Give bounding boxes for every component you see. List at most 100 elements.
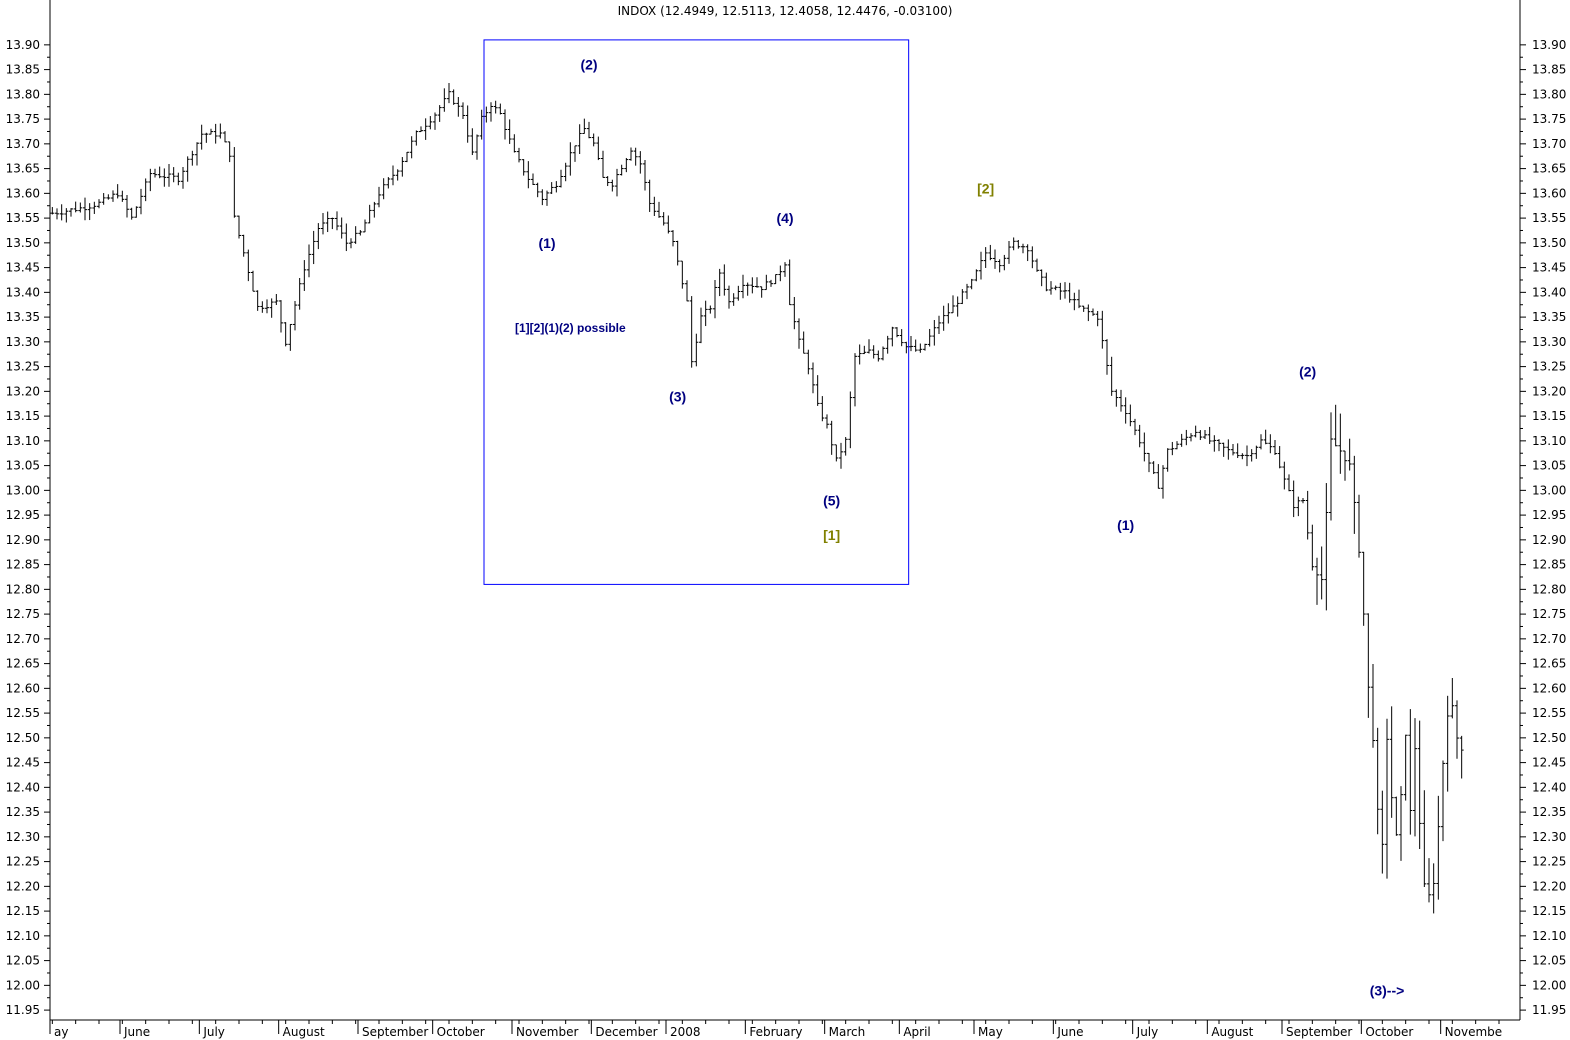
y-tick-label-left: 13.85 <box>6 63 40 77</box>
y-tick-label-right: 12.25 <box>1532 855 1566 869</box>
y-tick-label-right: 13.15 <box>1532 409 1566 423</box>
y-tick-label-left: 12.05 <box>6 954 40 968</box>
y-tick-label-left: 13.35 <box>6 310 40 324</box>
y-tick-label-left: 12.85 <box>6 558 40 572</box>
y-tick-label-left: 13.75 <box>6 112 40 126</box>
y-tick-label-left: 12.65 <box>6 657 40 671</box>
y-tick-label-right: 12.40 <box>1532 780 1566 794</box>
x-month-label: June <box>1056 1025 1083 1039</box>
y-tick-label-right: 12.30 <box>1532 830 1566 844</box>
y-tick-label-right: 13.10 <box>1532 434 1566 448</box>
y-tick-label-left: 12.50 <box>6 731 40 745</box>
y-tick-label-right: 12.00 <box>1532 978 1566 992</box>
y-tick-label-left: 13.45 <box>6 261 40 275</box>
wave-label: (5) <box>823 492 840 508</box>
y-tick-label-right: 12.10 <box>1532 929 1566 943</box>
y-tick-label-right: 12.05 <box>1532 954 1566 968</box>
y-tick-label-left: 13.20 <box>6 384 40 398</box>
y-tick-label-left: 12.60 <box>6 681 40 695</box>
y-tick-label-right: 12.95 <box>1532 508 1566 522</box>
y-tick-label-right: 12.15 <box>1532 904 1566 918</box>
x-month-label: 2008 <box>670 1025 701 1039</box>
y-tick-label-right: 13.80 <box>1532 87 1566 101</box>
y-tick-label-right: 12.35 <box>1532 805 1566 819</box>
x-month-label: September <box>362 1025 428 1039</box>
y-tick-label-right: 12.75 <box>1532 607 1566 621</box>
x-month-label: July <box>1136 1025 1159 1039</box>
y-tick-label-left: 13.80 <box>6 87 40 101</box>
wave-label: (1) <box>1117 517 1134 533</box>
y-tick-label-right: 12.70 <box>1532 632 1566 646</box>
x-month-label: August <box>1211 1025 1253 1039</box>
y-tick-label-right: 13.55 <box>1532 211 1566 225</box>
wave-label: (2) <box>1299 364 1316 380</box>
chart-title: INDOX (12.4949, 12.5113, 12.4058, 12.447… <box>618 4 953 18</box>
y-tick-label-left: 12.00 <box>6 978 40 992</box>
y-tick-labels-left: 13.90 13.85 13.80 13.75 13.70 13.65 13.60 13.55… <box>6 38 40 1017</box>
y-tick-label-right: 12.60 <box>1532 681 1566 695</box>
y-tick-label-left: 13.50 <box>6 236 40 250</box>
y-tick-label-right: 13.35 <box>1532 310 1566 324</box>
y-tick-label-right: 13.65 <box>1532 162 1566 176</box>
x-month-label: July <box>202 1025 225 1039</box>
wave-label: (3) <box>669 388 686 404</box>
x-month-label: October <box>437 1025 485 1039</box>
wave-label: (2) <box>580 57 597 73</box>
y-tick-label-right: 13.00 <box>1532 483 1566 497</box>
y-tick-label-right: 13.75 <box>1532 112 1566 126</box>
wave-label: [2] <box>977 180 994 196</box>
y-tick-label-left: 13.15 <box>6 409 40 423</box>
y-tick-label-right: 12.55 <box>1532 706 1566 720</box>
y-tick-label-right: 13.25 <box>1532 360 1566 374</box>
x-month-label: June <box>123 1025 150 1039</box>
y-tick-label-right: 13.50 <box>1532 236 1566 250</box>
x-month-label: February <box>749 1025 802 1039</box>
y-tick-label-left: 12.15 <box>6 904 40 918</box>
x-month-label: August <box>283 1025 325 1039</box>
x-month-label: April <box>903 1025 930 1039</box>
wave-label: (1) <box>538 235 555 251</box>
y-tick-label-left: 12.55 <box>6 706 40 720</box>
x-month-label: ay <box>54 1025 68 1039</box>
y-tick-label-right: 13.05 <box>1532 459 1566 473</box>
y-tick-label-right: 12.90 <box>1532 533 1566 547</box>
x-month-label: September <box>1286 1025 1352 1039</box>
y-tick-label-right: 12.80 <box>1532 582 1566 596</box>
y-tick-label-left: 12.40 <box>6 780 40 794</box>
y-tick-label-left: 13.30 <box>6 335 40 349</box>
y-tick-label-left: 13.25 <box>6 360 40 374</box>
wave-label: (4) <box>776 210 793 226</box>
wave-box <box>483 39 910 585</box>
y-tick-label-left: 12.75 <box>6 607 40 621</box>
x-month-labels: ay June July August September October November… <box>54 1025 1502 1039</box>
y-tick-label-left: 12.90 <box>6 533 40 547</box>
y-tick-label-right: 13.30 <box>1532 335 1566 349</box>
x-month-label: November <box>516 1025 578 1039</box>
y-tick-label-left: 13.90 <box>6 38 40 52</box>
y-tick-label-left: 12.20 <box>6 879 40 893</box>
y-tick-label-left: 12.35 <box>6 805 40 819</box>
wave-label: [1] <box>823 527 840 543</box>
x-month-label: May <box>978 1025 1003 1039</box>
y-tick-label-left: 13.00 <box>6 483 40 497</box>
y-tick-label-left: 11.95 <box>6 1003 40 1017</box>
y-tick-label-left: 12.70 <box>6 632 40 646</box>
y-tick-label-left: 13.60 <box>6 186 40 200</box>
y-tick-label-right: 13.20 <box>1532 384 1566 398</box>
y-tick-label-right: 12.65 <box>1532 657 1566 671</box>
x-month-label: October <box>1365 1025 1413 1039</box>
wave-label: [1][2](1)(2) possible <box>515 321 626 335</box>
x-month-label: March <box>829 1025 866 1039</box>
y-tick-label-right: 12.20 <box>1532 879 1566 893</box>
y-tick-label-right: 13.45 <box>1532 261 1566 275</box>
y-tick-label-right: 12.50 <box>1532 731 1566 745</box>
price-bars <box>50 82 1464 914</box>
y-tick-label-right: 13.90 <box>1532 38 1566 52</box>
y-tick-label-left: 12.80 <box>6 582 40 596</box>
y-tick-label-left: 12.30 <box>6 830 40 844</box>
y-tick-label-left: 13.65 <box>6 162 40 176</box>
y-tick-label-right: 13.85 <box>1532 63 1566 77</box>
wave-label: (3)--> <box>1370 982 1405 998</box>
